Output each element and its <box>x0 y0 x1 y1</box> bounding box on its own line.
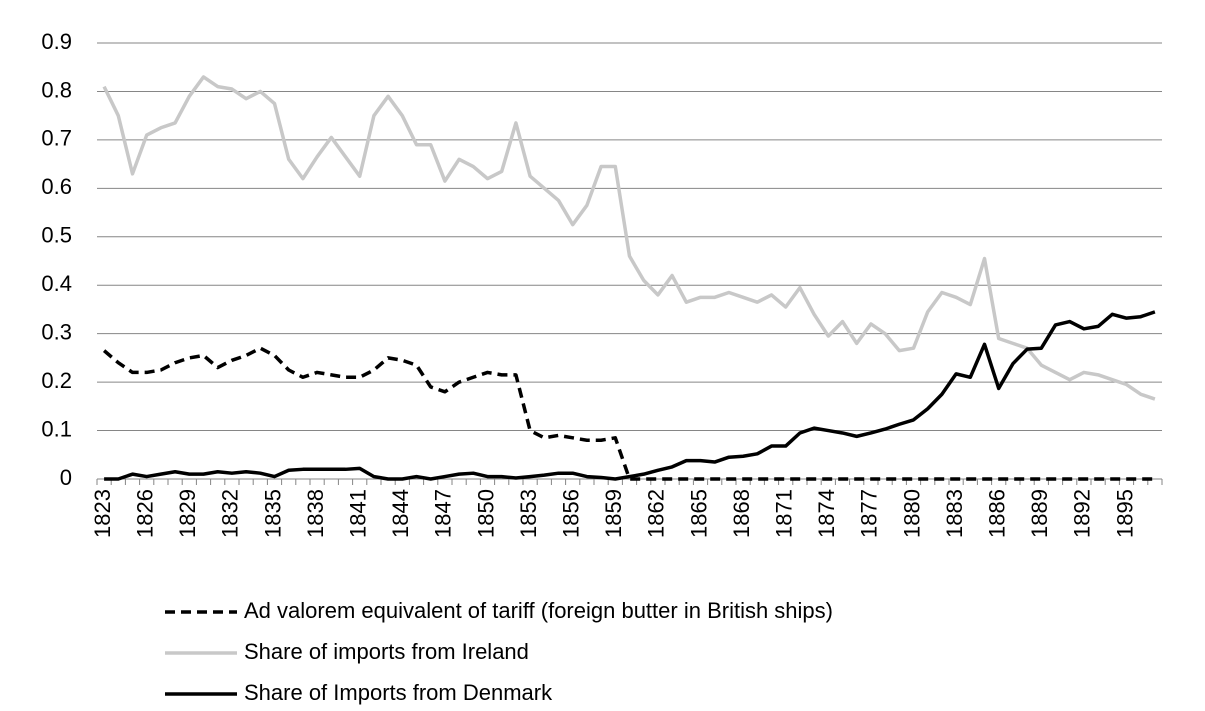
x-tick-label: 1850 <box>473 489 498 538</box>
x-tick-label: 1841 <box>346 489 371 538</box>
y-tick-label: 0.3 <box>41 319 72 344</box>
x-tick-label: 1853 <box>516 489 541 538</box>
y-tick-label: 0.6 <box>41 174 72 199</box>
y-tick-label: 0 <box>60 465 72 490</box>
x-tick-label: 1895 <box>1112 489 1137 538</box>
x-tick-label: 1874 <box>814 489 839 538</box>
y-tick-label: 0.2 <box>41 368 72 393</box>
series-line <box>102 75 1156 401</box>
x-tick-label: 1838 <box>303 489 328 538</box>
x-tick-label: 1826 <box>133 489 158 538</box>
y-tick-label: 0.7 <box>41 126 72 151</box>
legend-label: Share of Imports from Denmark <box>244 680 553 705</box>
x-tick-label: 1865 <box>686 489 711 538</box>
x-tick-label: 1847 <box>431 489 456 538</box>
x-tick-label: 1844 <box>388 489 413 538</box>
series-line <box>104 310 1156 481</box>
y-tick-label: 0.9 <box>41 29 72 54</box>
legend-label: Share of imports from Ireland <box>244 639 529 664</box>
x-tick-label: 1823 <box>90 489 115 538</box>
x-tick-label: 1892 <box>1070 489 1095 538</box>
x-tick-label: 1868 <box>729 489 754 538</box>
y-tick-label: 0.5 <box>41 223 72 248</box>
x-tick-label: 1880 <box>899 489 924 538</box>
x-tick-label: 1835 <box>260 489 285 538</box>
series-line <box>102 346 1155 481</box>
x-tick-label: 1862 <box>644 489 669 538</box>
x-tick-label: 1859 <box>601 489 626 538</box>
y-tick-label: 0.8 <box>41 77 72 102</box>
x-tick-label: 1886 <box>985 489 1010 538</box>
y-tick-label: 0.1 <box>41 416 72 441</box>
x-tick-label: 1856 <box>559 489 584 538</box>
y-tick-label: 0.4 <box>41 271 72 296</box>
x-tick-label: 1877 <box>857 489 882 538</box>
x-tick-label: 1889 <box>1027 489 1052 538</box>
x-tick-label: 1832 <box>218 489 243 538</box>
x-tick-label: 1829 <box>175 489 200 538</box>
x-tick-label: 1871 <box>772 489 797 538</box>
x-tick-label: 1883 <box>942 489 967 538</box>
legend-label: Ad valorem equivalent of tariff (foreign… <box>244 598 833 623</box>
